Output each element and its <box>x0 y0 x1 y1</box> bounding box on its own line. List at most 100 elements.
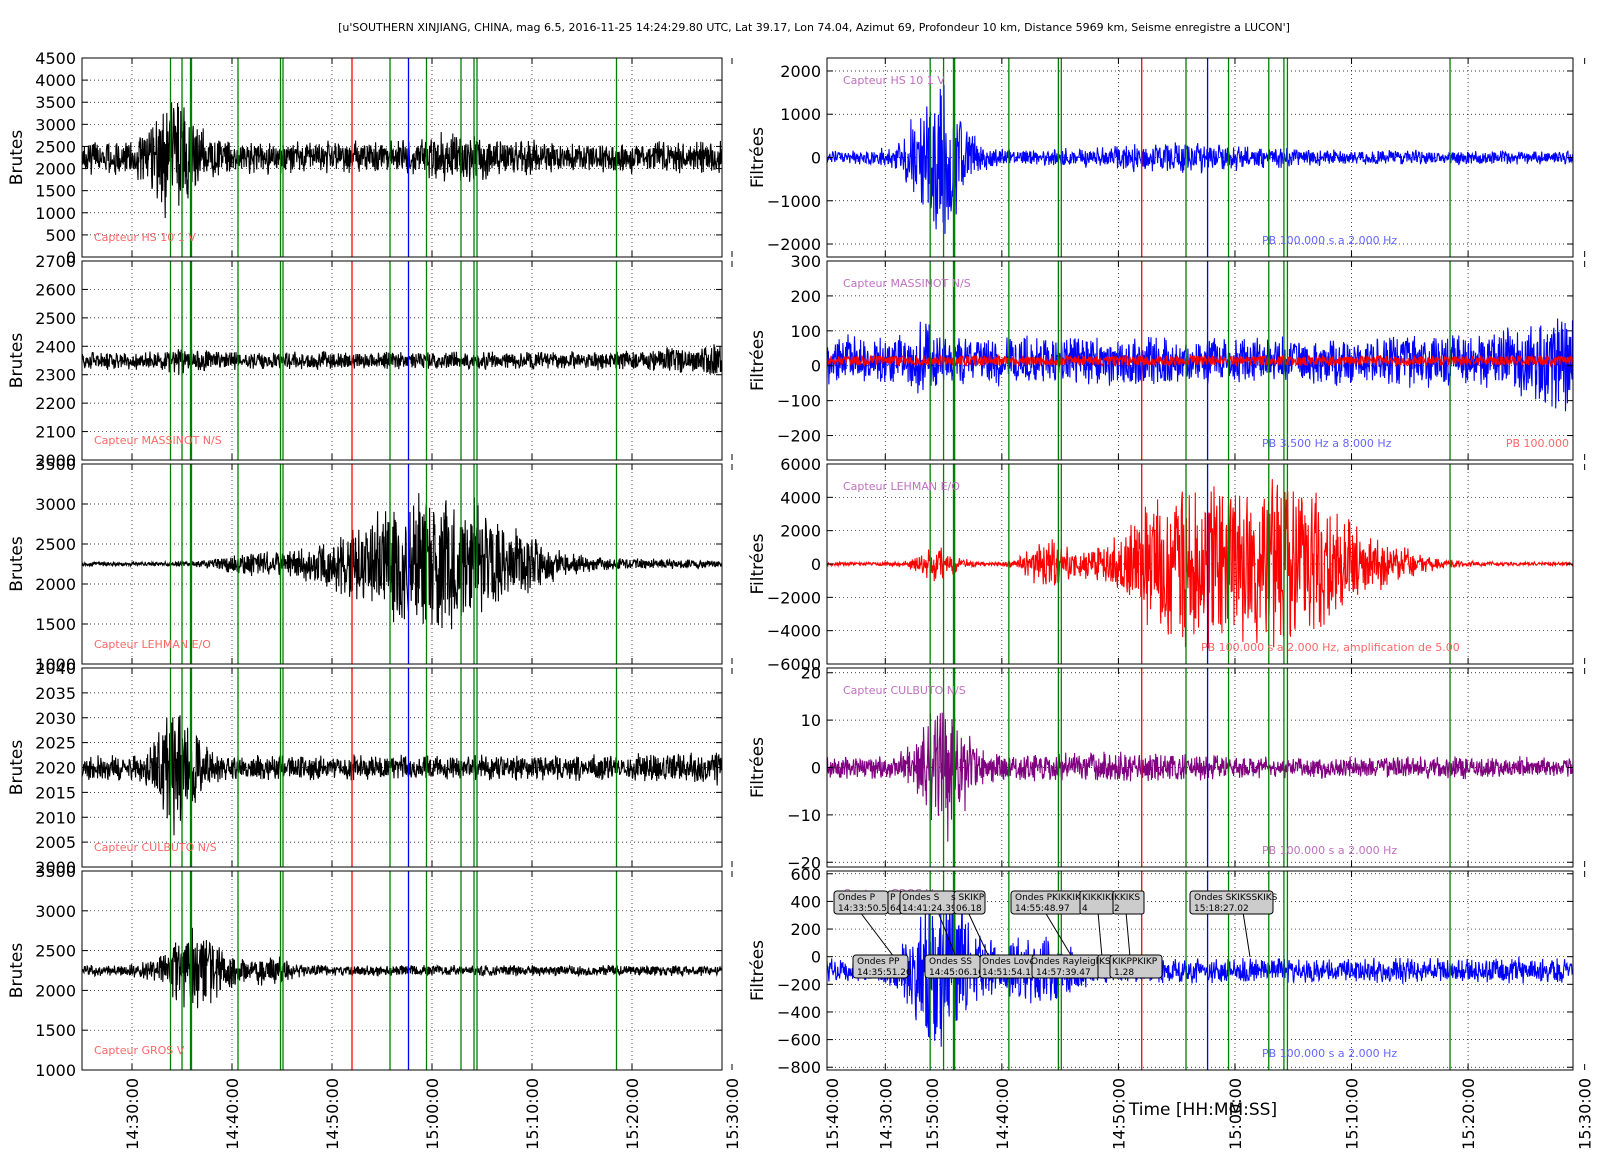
annotation-fragment-p: P 64 <box>887 890 903 915</box>
trace-line <box>826 712 1574 842</box>
y-tick-label: 3000 <box>35 495 76 514</box>
y-tick-label: 0 <box>811 759 821 778</box>
plot-frame <box>81 870 723 1071</box>
panel-left-3: 1000 1500 2000 2500 3000 3500 Brutes Capteur LE… <box>7 455 933 674</box>
annotation-ondes-skikp: s SKIKP 06.18 <box>951 890 986 915</box>
y-tick-label: 2000 <box>35 451 76 470</box>
y-tick-label: 1000 <box>780 105 821 124</box>
y-tick-label: 2500 <box>35 309 76 328</box>
y-tick-label: 1000 <box>35 655 76 674</box>
annotation-time: 14:45:06.16 <box>929 968 984 978</box>
trace-line <box>81 344 723 375</box>
y-tick-label: 200 <box>790 920 821 939</box>
x-tick-label: 15:30:00 <box>723 1078 742 1150</box>
trace-line <box>826 890 1574 1047</box>
annotation-name: Ondes PP <box>857 957 900 967</box>
y-tick-label: 3500 <box>35 93 76 112</box>
y-tick-label: 2035 <box>35 684 76 703</box>
y-tick-label: 1500 <box>35 182 76 201</box>
y-tick-label: 2025 <box>35 734 76 753</box>
x-tick-label: 15:30:00 <box>1576 1078 1595 1150</box>
y-axis-label: Filtrées <box>748 737 768 798</box>
x-tick-label: 15:00:00 <box>1226 1078 1245 1150</box>
y-tick-label: 10 <box>801 711 821 730</box>
filter-caption-secondary: PB 100.000 <box>1506 437 1569 450</box>
sensor-caption: Capteur LEHMAN E/O <box>843 480 960 493</box>
annotation-name: KIKPPKIKP <box>1112 957 1158 967</box>
y-tick-label: 2500 <box>35 942 76 961</box>
y-tick-label: −200 <box>777 427 821 446</box>
y-tick-label: 2500 <box>35 535 76 554</box>
trace-line <box>81 927 723 1009</box>
figure-title: [u'SOUTHERN XINJIANG, CHINA, mag 6.5, 20… <box>338 21 1290 34</box>
annotation-name: P <box>890 893 896 903</box>
y-tick-label: 2040 <box>35 659 76 678</box>
y-tick-label: 100 <box>790 322 821 341</box>
panel-left-4: 200020052010201520202025203020352040Brut… <box>7 659 933 877</box>
y-tick-label: −4000 <box>767 622 821 641</box>
annotation-time: 1.28 <box>1114 968 1134 978</box>
plot-frame <box>81 260 723 461</box>
annotation-ondes-p: Ondes P 14:33:50.56 <box>833 890 893 915</box>
y-tick-label: −600 <box>777 1031 821 1050</box>
plot-frame <box>826 260 1574 461</box>
y-tick-label: 2000 <box>780 62 821 81</box>
x-tick-label: 15:40:00 <box>823 1078 842 1150</box>
x-tick-label: 14:30:00 <box>876 1078 895 1150</box>
y-tick-label: 0 <box>811 149 821 168</box>
y-tick-label: −10 <box>787 806 821 825</box>
annotation-name: s SKIKP <box>951 893 985 903</box>
plot-frame <box>81 463 723 665</box>
annotation-time: 14:51:54.16 <box>982 968 1037 978</box>
annotation-ondes-skiksskiks: Ondes SKIKSSKIKS 15:18:27.02 <box>1189 890 1278 915</box>
panel-right-3: −6000 −4000 −2000 0 2000 4000 6000 Filtrées Capt… <box>748 455 1586 674</box>
y-axis-label: Filtrées <box>748 127 768 188</box>
y-tick-label: −400 <box>777 1003 821 1022</box>
y-tick-label: −2000 <box>767 235 821 254</box>
x-tick-label: 15:00:00 <box>423 1078 442 1150</box>
y-tick-label: 2020 <box>35 759 76 778</box>
y-tick-label: 400 <box>790 892 821 911</box>
annotation-ondes-ss: Ondes SS 14:45:06.16 <box>924 954 984 979</box>
plot-frame <box>81 57 723 258</box>
y-tick-label: 3000 <box>35 115 76 134</box>
annotation-name: Ondes P <box>838 893 876 903</box>
y-tick-label: 0 <box>811 357 821 376</box>
y-tick-label: −1000 <box>767 192 821 211</box>
x-tick-label: 14:40:00 <box>993 1078 1012 1150</box>
y-tick-label: 0 <box>66 248 76 267</box>
panel-left-1: 0 500 1000 1500 2000 2500 3000 3500 4000 4500 Brut… <box>7 49 933 267</box>
annotation-time: 14:35:51.20 <box>857 968 912 978</box>
annotation-name: Ondes Rayleigh <box>1031 957 1101 967</box>
x-tick-label: 15:20:00 <box>1459 1078 1478 1150</box>
y-tick-label: 2000 <box>35 858 76 877</box>
y-tick-label: 4500 <box>35 49 76 68</box>
y-tick-label: 2000 <box>35 575 76 594</box>
y-axis-label: Brutes <box>7 333 27 389</box>
y-axis-label: Brutes <box>7 130 27 186</box>
y-axis-label: Brutes <box>7 943 27 999</box>
annotation-name: Ondes SKIKSSKIKS <box>1194 893 1278 903</box>
x-tick-label: 14:30:00 <box>123 1078 142 1150</box>
y-tick-label: 2000 <box>780 522 821 541</box>
sensor-caption: Capteur HS 10 1 V <box>843 74 945 87</box>
filter-caption: PB 100.000 s a 2.000 Hz <box>1262 844 1397 857</box>
y-tick-label: −100 <box>777 392 821 411</box>
y-tick-label: −20 <box>787 853 821 872</box>
y-tick-label: 1000 <box>35 204 76 223</box>
x-tick-label: 14:40:00 <box>223 1078 242 1150</box>
annotation-time: 14:55:48.97 <box>1015 904 1070 914</box>
annotation-fragment-kikppkikp: KIKPPKIKP 1.28 <box>1109 954 1163 979</box>
y-tick-label: 1000 <box>35 1061 76 1080</box>
sensor-caption: Capteur LEHMAN E/O <box>94 638 211 651</box>
sensor-caption: Capteur MASSINOT N/S <box>843 277 971 290</box>
annotation-name: Ondes SS <box>929 957 972 967</box>
y-tick-label: 300 <box>790 252 821 271</box>
trace-line-secondary <box>826 353 1574 368</box>
x-tick-label: 15:10:00 <box>1343 1078 1362 1150</box>
sensor-caption: Capteur CULBUTO N/S <box>94 841 217 854</box>
y-tick-label: 0 <box>811 555 821 574</box>
y-axis-label: Filtrées <box>748 940 768 1001</box>
annotation-time: 14:41:24.39 <box>902 904 957 914</box>
